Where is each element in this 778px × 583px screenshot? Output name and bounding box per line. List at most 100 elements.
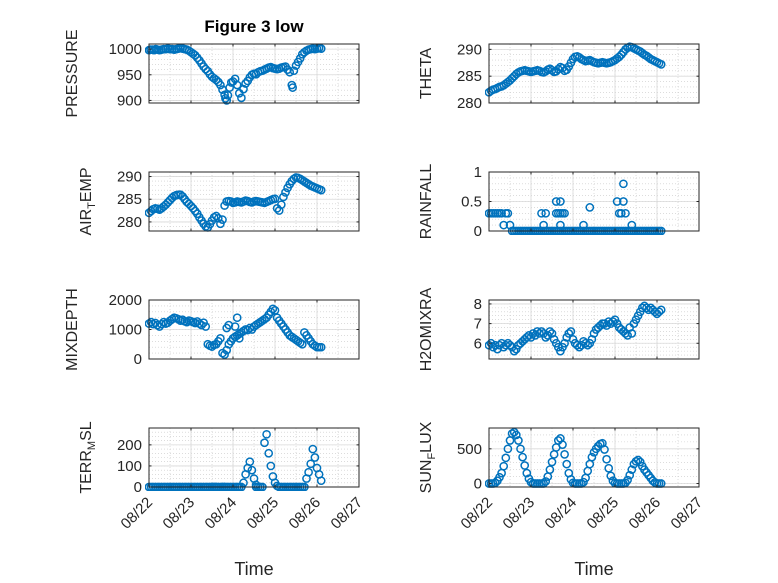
data-point bbox=[558, 440, 567, 450]
y-tick-label: 280 bbox=[457, 95, 482, 112]
data-point bbox=[503, 444, 513, 454]
data-point bbox=[211, 75, 221, 85]
data-point bbox=[556, 197, 565, 206]
data-point bbox=[245, 457, 255, 467]
y-tick-label: 500 bbox=[457, 441, 482, 458]
data-point bbox=[497, 208, 506, 218]
subplot-h2omixra: 6 7 8 H2OMIXRA bbox=[418, 287, 700, 371]
y-axis-label: H2OMIXRA bbox=[418, 287, 435, 371]
data-point bbox=[316, 476, 326, 486]
data-point bbox=[295, 54, 305, 63]
x-tick-label: 08/22 bbox=[458, 494, 497, 533]
data-point bbox=[528, 329, 538, 338]
data-point bbox=[511, 430, 521, 440]
data-point bbox=[281, 188, 290, 197]
data-point bbox=[572, 340, 582, 350]
data-point bbox=[547, 65, 557, 75]
data-point bbox=[625, 470, 635, 480]
x-tick-label: 08/25 bbox=[244, 494, 283, 533]
data-point bbox=[560, 208, 569, 218]
data-point bbox=[541, 333, 551, 342]
subplot-theta: 280 285 290 THETA bbox=[418, 41, 700, 112]
x-tick-label: 08/26 bbox=[626, 494, 665, 533]
y-tick-label: 1000 bbox=[109, 41, 142, 58]
axes-box bbox=[148, 427, 360, 488]
data-point bbox=[223, 90, 233, 100]
data-point bbox=[627, 220, 637, 230]
data-point bbox=[218, 215, 227, 225]
data-point bbox=[562, 459, 572, 469]
y-tick-label: 0 bbox=[134, 351, 142, 368]
series-markers bbox=[145, 173, 326, 232]
data-point bbox=[564, 329, 574, 338]
y-tick-label: 100 bbox=[117, 458, 142, 475]
data-point bbox=[503, 208, 513, 218]
data-point bbox=[581, 338, 590, 348]
data-point bbox=[288, 83, 297, 92]
data-point bbox=[583, 340, 593, 350]
data-point bbox=[239, 478, 248, 488]
data-point bbox=[522, 468, 532, 478]
data-point bbox=[220, 90, 229, 100]
series-markers bbox=[145, 304, 326, 359]
data-point bbox=[604, 463, 614, 473]
data-point bbox=[520, 461, 530, 470]
data-point bbox=[268, 304, 278, 314]
data-point bbox=[505, 340, 515, 350]
data-point bbox=[566, 327, 576, 336]
data-point bbox=[574, 342, 584, 352]
data-point bbox=[585, 203, 595, 212]
data-point bbox=[627, 465, 637, 474]
plot-area bbox=[148, 43, 360, 104]
data-point bbox=[264, 448, 274, 458]
y-tick-label: 285 bbox=[457, 68, 482, 85]
data-point bbox=[537, 327, 546, 336]
y-tick-label: 2000 bbox=[109, 292, 142, 309]
data-point bbox=[216, 219, 225, 229]
y-axis-label: MIXDEPTH bbox=[64, 288, 81, 371]
y-tick-label: 0.5 bbox=[461, 194, 482, 211]
y-tick-label: 285 bbox=[117, 191, 142, 208]
data-point bbox=[623, 475, 632, 485]
data-point bbox=[560, 450, 569, 459]
data-point bbox=[539, 220, 548, 230]
y-tick-label: 8 bbox=[474, 296, 482, 313]
y-tick-label: 1000 bbox=[109, 322, 142, 339]
y-tick-label: 0 bbox=[474, 476, 482, 493]
chart-title: Figure 3 low bbox=[204, 17, 304, 36]
data-point bbox=[600, 319, 609, 328]
data-point bbox=[514, 436, 523, 445]
data-point bbox=[197, 320, 206, 330]
data-point bbox=[545, 327, 555, 336]
x-axis-label: Time bbox=[574, 559, 613, 579]
axes-box bbox=[488, 427, 700, 488]
data-point bbox=[579, 477, 588, 487]
data-point bbox=[556, 220, 565, 230]
data-point bbox=[608, 317, 618, 326]
data-point bbox=[619, 179, 628, 189]
data-point bbox=[541, 477, 551, 486]
subplot-pressure: 900 950 1000 PRESSURE Figure 3 low bbox=[64, 17, 360, 118]
y-tick-label: 7 bbox=[474, 316, 482, 333]
data-point bbox=[178, 315, 187, 325]
data-point bbox=[579, 220, 588, 230]
data-point bbox=[518, 452, 527, 462]
series-markers bbox=[485, 42, 666, 97]
axes-box bbox=[148, 171, 360, 232]
data-point bbox=[279, 192, 288, 202]
axes-box bbox=[148, 43, 360, 104]
data-point bbox=[213, 213, 223, 223]
data-point bbox=[633, 455, 643, 465]
data-point bbox=[167, 314, 177, 324]
data-point bbox=[656, 305, 666, 315]
series-markers bbox=[485, 301, 666, 356]
subplot-rainfall: 0 0.5 1 RAINFALL bbox=[418, 164, 700, 240]
data-point bbox=[276, 200, 286, 210]
y-tick-label: 900 bbox=[117, 92, 142, 109]
data-point bbox=[495, 472, 504, 482]
y-axis-label: THETA bbox=[418, 48, 435, 100]
data-point bbox=[216, 80, 225, 90]
data-point bbox=[621, 329, 630, 338]
data-point bbox=[656, 60, 666, 69]
